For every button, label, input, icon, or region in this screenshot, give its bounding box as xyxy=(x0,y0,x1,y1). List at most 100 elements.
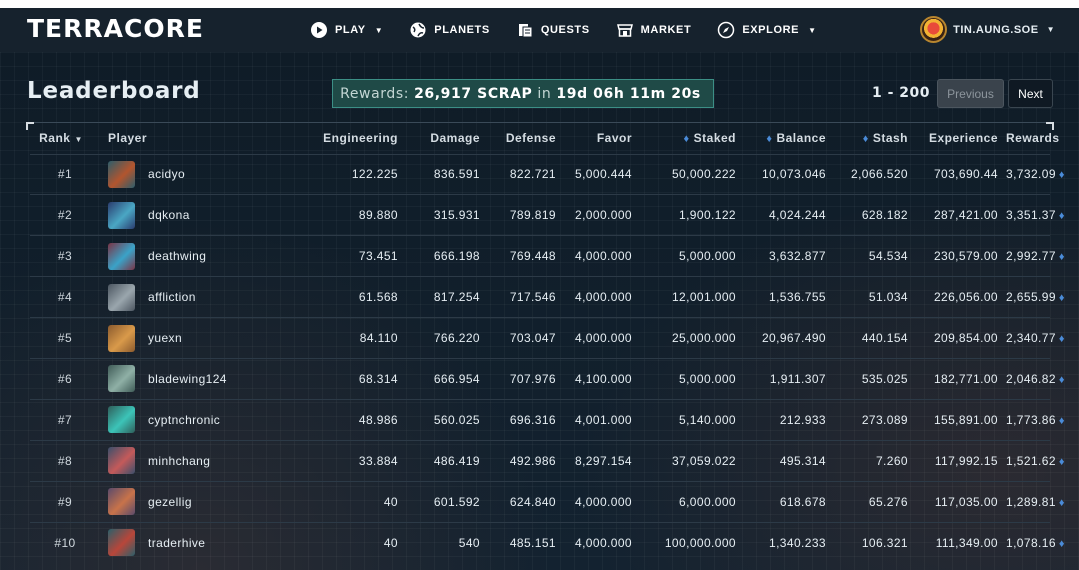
previous-button[interactable]: Previous xyxy=(937,79,1004,108)
table-body: #1 acidyo 122.225 836.591 822.721 5,000.444 50… xyxy=(30,153,1065,563)
damage-cell: 836.591 xyxy=(406,153,488,195)
staked-cell: 1,900.122 xyxy=(640,194,744,236)
damage-cell: 315.931 xyxy=(406,194,488,236)
nav-quests[interactable]: QUESTS xyxy=(516,21,590,39)
stash-cell: 535.025 xyxy=(834,357,916,400)
player-name[interactable]: deathwing xyxy=(148,249,207,264)
table-row[interactable]: #4 affliction 61.568 817.254 717.546 4,000.00… xyxy=(30,276,1065,318)
player-cell[interactable]: cyptnchronic xyxy=(100,398,270,441)
player-name[interactable]: minhchang xyxy=(148,453,211,468)
nav-play-label: PLAY xyxy=(335,24,366,36)
engineering-cell: 61.568 xyxy=(270,276,406,318)
player-name[interactable]: bladewing124 xyxy=(148,371,227,386)
table-row[interactable]: #10 traderhive 40 540 485.151 4,000.000 100,00… xyxy=(30,521,1065,563)
col-balance[interactable]: ♦ Balance xyxy=(744,123,834,154)
damage-cell: 666.954 xyxy=(406,357,488,400)
next-button[interactable]: Next xyxy=(1008,79,1053,108)
col-player[interactable]: Player xyxy=(108,131,148,146)
table-row[interactable]: #3 deathwing 73.451 666.198 769.448 4,000.000… xyxy=(30,235,1065,277)
player-name[interactable]: acidyo xyxy=(148,167,186,182)
col-rank[interactable]: Rank ▼ xyxy=(30,123,100,154)
table-row[interactable]: #6 bladewing124 68.314 666.954 707.976 4,100.… xyxy=(30,357,1065,400)
player-info: acidyo xyxy=(108,160,262,188)
rewards-cell: 2,655.99 ♦ xyxy=(1006,276,1065,318)
defense-cell: 696.316 xyxy=(488,398,564,441)
rewards-cell: 1,289.81 ♦ xyxy=(1006,480,1065,523)
rewards-value: 1,773.86 xyxy=(1006,412,1056,427)
staked-cell: 5,000.000 xyxy=(640,357,744,400)
user-menu[interactable]: TIN.AUNG.SOE ▼ xyxy=(920,16,1055,43)
rewards-cell: 1,521.62 ♦ xyxy=(1006,439,1065,482)
nav-play[interactable]: PLAY ▼ xyxy=(310,21,383,39)
player-cell[interactable]: minhchang xyxy=(100,439,270,482)
player-name[interactable]: gezellig xyxy=(148,494,192,509)
rewards-cell: 2,340.77 ♦ xyxy=(1006,317,1065,359)
player-cell[interactable]: acidyo xyxy=(100,153,270,195)
rank-cell: #10 xyxy=(30,521,100,563)
nav-market[interactable]: MARKET xyxy=(616,21,692,39)
player-cell[interactable]: deathwing xyxy=(100,235,270,277)
damage-cell: 766.220 xyxy=(406,317,488,359)
rank-cell: #2 xyxy=(30,194,100,236)
player-cell[interactable]: bladewing124 xyxy=(100,357,270,400)
username: TIN.AUNG.SOE xyxy=(953,23,1039,36)
favor-cell: 5,000.444 xyxy=(564,153,640,195)
table-row[interactable]: #9 gezellig 40 601.592 624.840 4,000.000 6,000… xyxy=(30,480,1065,523)
pager-range: 1 - 200 xyxy=(872,85,931,101)
rewards-value: 2,046.82 xyxy=(1006,371,1056,386)
col-rewards[interactable]: Rewards xyxy=(1006,131,1060,146)
player-cell[interactable]: traderhive xyxy=(100,521,270,563)
player-name[interactable]: dqkona xyxy=(148,208,190,223)
engineering-cell: 73.451 xyxy=(270,235,406,277)
player-info: dqkona xyxy=(108,201,262,229)
damage-cell: 601.592 xyxy=(406,480,488,523)
table-row[interactable]: #7 cyptnchronic 48.986 560.025 696.316 4,001.… xyxy=(30,398,1065,441)
table-row[interactable]: #8 minhchang 33.884 486.419 492.986 8,297.154… xyxy=(30,439,1065,482)
defense-cell: 703.047 xyxy=(488,317,564,359)
col-staked[interactable]: ♦ Staked xyxy=(640,123,744,154)
player-name[interactable]: cyptnchronic xyxy=(148,412,221,427)
col-engineering[interactable]: Engineering xyxy=(323,131,398,146)
avatar xyxy=(108,160,135,188)
player-cell[interactable]: gezellig xyxy=(100,480,270,523)
experience-cell: 703,690.44 xyxy=(916,153,1006,195)
player-name[interactable]: traderhive xyxy=(148,535,206,550)
rewards-countdown: 19d 06h 11m 20s xyxy=(556,85,701,102)
player-info: traderhive xyxy=(108,529,262,557)
player-info: deathwing xyxy=(108,242,262,270)
nav-explore[interactable]: EXPLORE ▼ xyxy=(717,21,816,39)
col-defense[interactable]: Defense xyxy=(505,131,556,146)
avatar xyxy=(108,406,135,434)
table-row[interactable]: #1 acidyo 122.225 836.591 822.721 5,000.444 50… xyxy=(30,153,1065,195)
col-favor[interactable]: Favor xyxy=(596,131,632,146)
player-cell[interactable]: affliction xyxy=(100,276,270,318)
player-name[interactable]: yuexn xyxy=(148,331,183,345)
player-cell[interactable]: yuexn xyxy=(100,317,270,359)
logo[interactable]: TERRACORE xyxy=(27,14,204,43)
flux-icon: ♦ xyxy=(1058,496,1065,509)
main-nav: PLAY ▼ PLANETS QUESTS MARKET EXPLORE ▼ xyxy=(310,8,843,52)
nav-market-label: MARKET xyxy=(640,24,692,36)
balance-cell: 10,073.046 xyxy=(744,153,834,195)
chevron-down-icon: ▼ xyxy=(374,25,384,35)
stash-cell: 2,066.520 xyxy=(834,153,916,195)
staked-cell: 5,000.000 xyxy=(640,235,744,277)
nav-planets[interactable]: PLANETS xyxy=(409,21,490,39)
balance-cell: 495.314 xyxy=(744,439,834,482)
table-row[interactable]: #5 yuexn 84.110 766.220 703.047 4,000.000 25,0… xyxy=(30,317,1065,359)
stash-cell: 65.276 xyxy=(834,480,916,523)
rewards-banner: Rewards: 26,917 SCRAP in 19d 06h 11m 20s xyxy=(332,79,714,108)
col-stash[interactable]: ♦ Stash xyxy=(834,123,916,154)
col-experience[interactable]: Experience xyxy=(928,131,998,146)
staked-cell: 6,000.000 xyxy=(640,480,744,523)
table-row[interactable]: #2 dqkona 89.880 315.931 789.819 2,000.000 1,9… xyxy=(30,194,1065,236)
player-name[interactable]: affliction xyxy=(148,290,196,305)
planet-icon xyxy=(410,22,426,38)
leaderboard-table: Rank ▼ Player Engineering Damage Defense … xyxy=(26,122,1065,570)
flux-icon: ♦ xyxy=(766,133,773,146)
corner-decoration xyxy=(1046,122,1054,130)
player-cell[interactable]: dqkona xyxy=(100,194,270,236)
col-damage[interactable]: Damage xyxy=(430,131,480,146)
favor-cell: 4,000.000 xyxy=(564,317,640,359)
flux-icon: ♦ xyxy=(1058,373,1065,386)
